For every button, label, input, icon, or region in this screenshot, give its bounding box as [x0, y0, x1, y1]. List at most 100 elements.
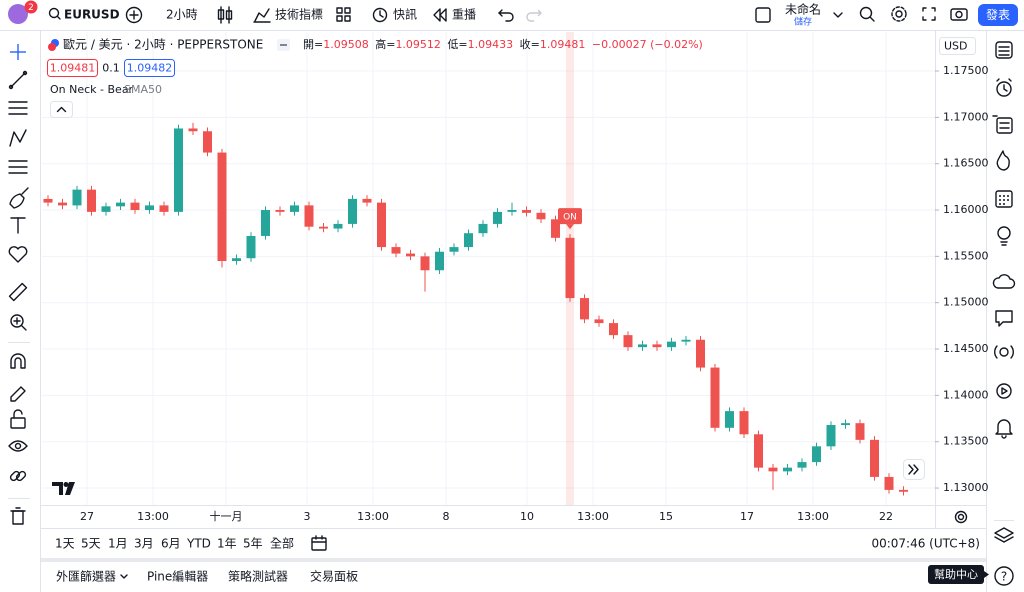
collapse-legend[interactable]: [50, 101, 73, 118]
range-button[interactable]: 1月: [108, 537, 128, 551]
legend-title[interactable]: 歐元 / 美元 · 2小時 · PEPPERSTONE: [63, 37, 263, 52]
fullscreen-button[interactable]: [931, 7, 936, 12]
undo-button[interactable]: [498, 9, 503, 17]
undo-button[interactable]: [498, 9, 514, 22]
trend-line-tool[interactable]: [22, 70, 28, 76]
pattern-tool[interactable]: [9, 129, 27, 147]
chart-type-button[interactable]: [217, 6, 233, 24]
bottom-tab[interactable]: Pine編輯器: [147, 570, 208, 584]
draw-mode-tool[interactable]: [10, 386, 26, 402]
bottom-tab[interactable]: 外匯篩選器: [56, 569, 116, 584]
sell-button[interactable]: 1.09481: [47, 59, 98, 77]
axis-settings[interactable]: [957, 513, 965, 521]
goto-date[interactable]: [311, 535, 327, 551]
delete-tool[interactable]: [12, 510, 24, 525]
interval[interactable]: 2小時: [166, 8, 198, 22]
hotlists-icon[interactable]: [996, 150, 1010, 171]
range-button[interactable]: 3月: [134, 537, 154, 551]
calendar-icon[interactable]: [1003, 195, 1005, 197]
help-icon[interactable]: ?: [994, 566, 1014, 586]
settings-button[interactable]: [891, 6, 907, 22]
layout-title[interactable]: 未命名: [785, 2, 821, 17]
trend-line-tool[interactable]: [8, 70, 28, 90]
watchlist-icon[interactable]: [995, 41, 1013, 59]
help-icon[interactable]: ?: [1001, 570, 1007, 584]
buy-button[interactable]: [124, 59, 175, 77]
redo-button[interactable]: [526, 9, 542, 22]
alerts-button[interactable]: 快訊: [372, 7, 418, 23]
calendar-icon[interactable]: [995, 190, 1013, 208]
calendar-icon[interactable]: [1003, 199, 1005, 201]
range-button[interactable]: 5天: [81, 537, 101, 551]
collapse-legend[interactable]: [56, 106, 67, 113]
fullscreen-button[interactable]: [922, 16, 927, 21]
quick-search[interactable]: [869, 16, 875, 22]
text-tool[interactable]: [10, 217, 26, 234]
link-tool[interactable]: [15, 470, 27, 482]
replay-label[interactable]: 重播: [452, 8, 476, 22]
lock-tool[interactable]: [13, 409, 23, 419]
scroll-to-realtime[interactable]: [903, 459, 925, 480]
range-button[interactable]: 全部: [270, 536, 294, 551]
legend-toggle[interactable]: [277, 39, 290, 51]
layouts-button[interactable]: [336, 7, 351, 22]
alerts-icon[interactable]: [1003, 84, 1008, 92]
compare-button[interactable]: [125, 6, 143, 24]
help-icon[interactable]: [994, 566, 1014, 586]
crosshair-tool[interactable]: [10, 44, 26, 60]
layouts-button[interactable]: [344, 15, 351, 22]
bid-price[interactable]: 1.09481: [50, 62, 96, 75]
layout-name[interactable]: 未命名 儲存: [785, 2, 821, 28]
snapshot-button[interactable]: [950, 8, 968, 21]
tv-logo[interactable]: [65, 482, 75, 495]
alerts-button[interactable]: [372, 7, 388, 23]
replay-button[interactable]: 重播: [433, 8, 476, 22]
clock[interactable]: 00:07:46 (UTC+8): [871, 537, 980, 551]
undo-button[interactable]: [498, 12, 514, 22]
symbol-search[interactable]: [48, 7, 60, 19]
watchlist-toggle[interactable]: [755, 7, 771, 23]
range-button[interactable]: YTD: [186, 537, 211, 551]
axis-settings[interactable]: [954, 510, 968, 524]
chart-type-button[interactable]: [217, 9, 225, 20]
pattern-tool[interactable]: [9, 129, 27, 147]
indicator-name[interactable]: On Neck - Bear: [50, 83, 134, 96]
bottom-tab[interactable]: 交易面板: [310, 569, 358, 584]
currency-button[interactable]: [939, 37, 976, 55]
chart-type-button[interactable]: [225, 10, 233, 20]
range-button[interactable]: 1年: [217, 537, 237, 551]
replay-button[interactable]: [439, 8, 447, 22]
watchlist-icon[interactable]: [995, 41, 1013, 59]
quick-search[interactable]: [859, 6, 873, 20]
layouts-button[interactable]: [336, 7, 343, 14]
axis-settings[interactable]: [954, 510, 968, 524]
zoom-tool[interactable]: [20, 324, 27, 331]
ask-price[interactable]: 1.09482: [127, 62, 173, 75]
publish-label[interactable]: 發表: [986, 7, 1010, 22]
settings-button[interactable]: [891, 6, 907, 22]
settings-button[interactable]: [895, 10, 903, 18]
indicators-button[interactable]: 技術指標: [253, 7, 323, 23]
broadcast-icon[interactable]: [996, 383, 1012, 399]
scroll-to-realtime[interactable]: [908, 464, 914, 475]
scroll-to-realtime[interactable]: [913, 464, 919, 475]
hide-tool[interactable]: [8, 440, 28, 452]
streams-icon[interactable]: [999, 347, 1009, 357]
currency-button[interactable]: USD: [939, 37, 976, 55]
range-button[interactable]: 5年: [243, 537, 263, 551]
compare-button[interactable]: [125, 6, 143, 24]
brush-tool[interactable]: [9, 193, 25, 209]
ruler-tool[interactable]: [8, 282, 28, 302]
fullscreen-button[interactable]: [922, 7, 936, 21]
draw-mode-tool[interactable]: [10, 386, 26, 402]
symbol-search[interactable]: EURUSD: [48, 7, 120, 22]
screener-menu[interactable]: [120, 574, 128, 579]
broadcast-icon[interactable]: [996, 383, 1012, 399]
redo-button[interactable]: [526, 12, 541, 22]
publish-button[interactable]: 發表: [978, 4, 1018, 26]
symbol-search[interactable]: [56, 15, 61, 20]
calendar-icon[interactable]: [1007, 199, 1009, 201]
messages-icon[interactable]: [995, 310, 1013, 327]
scroll-to-realtime[interactable]: [903, 459, 925, 480]
layouts-button[interactable]: [336, 15, 343, 22]
